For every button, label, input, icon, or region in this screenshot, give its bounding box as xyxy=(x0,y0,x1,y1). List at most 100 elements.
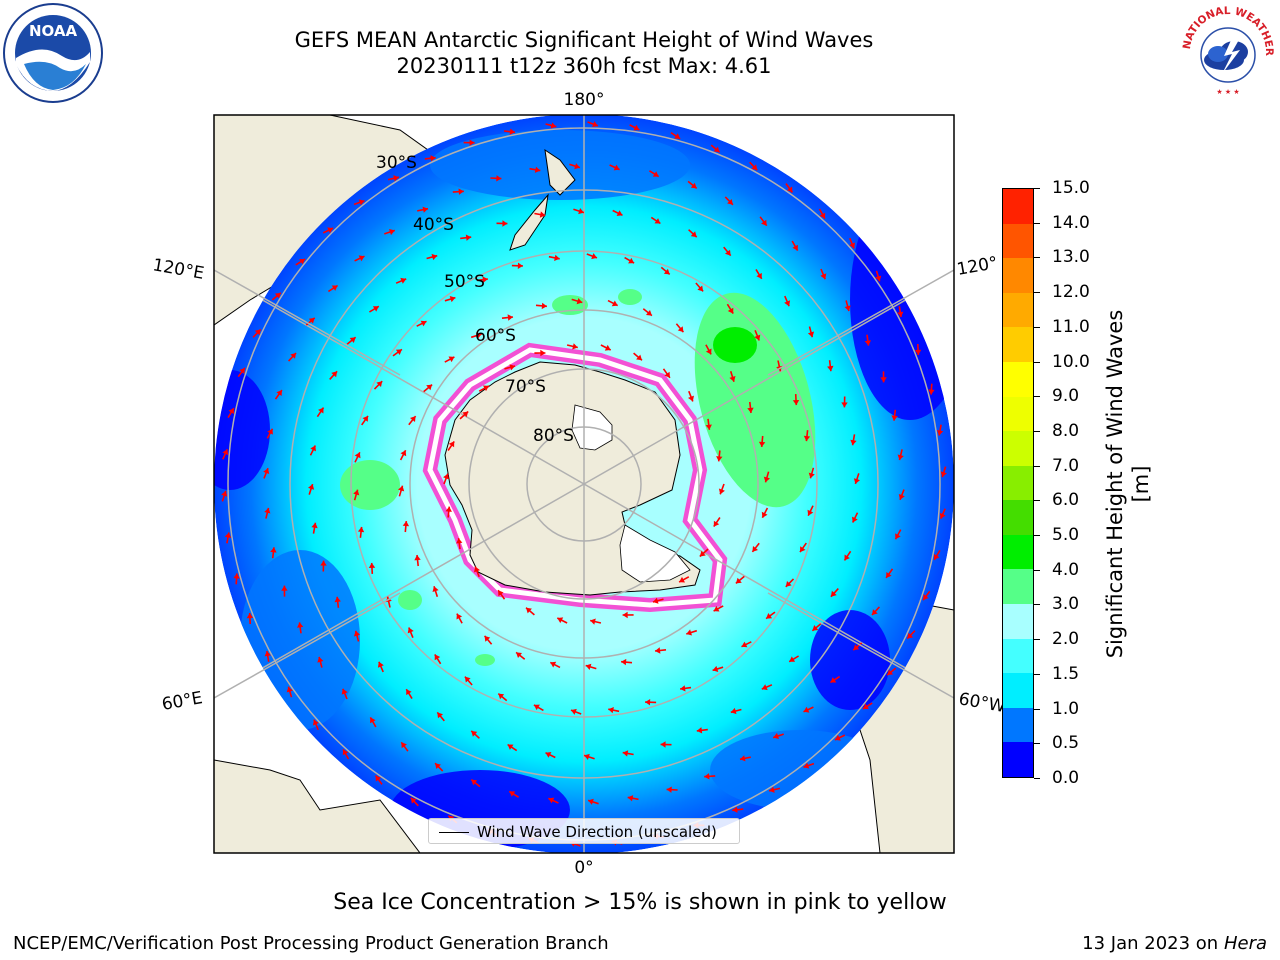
wave-direction-arrowhead xyxy=(754,334,761,341)
lon-label-upper-left: 120°E xyxy=(151,255,205,284)
wave-direction-arrowhead xyxy=(769,786,775,793)
wave-direction-arrowhead xyxy=(740,755,746,762)
wave-direction-arrowhead xyxy=(540,349,546,357)
wave-direction-arrowhead xyxy=(792,244,798,251)
lat-label-50s: 50°S xyxy=(444,272,485,292)
wave-direction-arrowhead xyxy=(389,229,395,236)
wave-direction-arrowhead xyxy=(541,302,547,310)
wave-direction-arrowhead xyxy=(819,212,826,219)
wave-direction-arrowhead xyxy=(803,762,810,769)
colorbar-segment xyxy=(1003,603,1033,639)
wave-direction-arrowhead xyxy=(827,365,834,372)
wave-direction-arrowhead xyxy=(735,577,742,584)
lat-label-30s: 30°S xyxy=(376,153,417,173)
wave-direction-arrowhead xyxy=(725,249,731,256)
wave-direction-arrowhead xyxy=(353,489,360,496)
lat-label-80s: 80°S xyxy=(533,426,574,446)
wave-direction-arrowhead xyxy=(456,538,463,544)
machine-name: Hera xyxy=(1223,933,1267,954)
wave-direction-arrowhead xyxy=(432,586,439,592)
wave-direction-arrowhead xyxy=(751,164,758,171)
wave-direction-arrowhead xyxy=(891,415,898,421)
wave-direction-arrowhead xyxy=(761,511,768,518)
colorbar-segment xyxy=(1003,534,1033,570)
wave-direction-arrowhead xyxy=(604,344,611,351)
wave-direction-arrowhead xyxy=(449,296,456,303)
wave-direction-arrowhead xyxy=(666,786,672,793)
wave-direction-arrowhead xyxy=(704,773,710,780)
wave-direction-arrowhead xyxy=(401,742,407,749)
wave-direction-arrowhead xyxy=(679,576,685,583)
wave-direction-arrowhead xyxy=(308,317,315,324)
longitude-labels: 180° 0° 120°E 120° 60°E 60°W xyxy=(151,90,1007,878)
wave-direction-arrowhead xyxy=(270,547,277,553)
wave-direction-arrowhead xyxy=(712,665,719,672)
wave-direction-arrowhead xyxy=(410,416,416,422)
wave-direction-arrowhead xyxy=(875,275,882,282)
wave-direction-arrowhead xyxy=(393,175,399,182)
wave-direction-arrowhead xyxy=(362,415,368,422)
wave-direction-arrowhead xyxy=(872,609,878,615)
wave-direction-arrowhead xyxy=(864,340,871,346)
svg-text:NOAA: NOAA xyxy=(29,22,78,40)
wave-direction-arrowhead xyxy=(372,306,379,312)
wave-direction-arrowhead xyxy=(784,300,791,307)
wave-direction-arrowhead xyxy=(274,292,281,299)
latitude-labels: 30°S 40°S 50°S 60°S 70°S 80°S xyxy=(376,153,574,446)
wave-direction-arrowhead xyxy=(677,326,684,333)
colorbar-tick-label: 13.0 xyxy=(1034,247,1090,267)
wave-direction-arrowhead xyxy=(936,430,944,436)
wave-direction-arrowhead xyxy=(402,521,410,527)
wave-direction-arrowhead xyxy=(940,471,947,478)
wave-direction-arrowhead xyxy=(730,707,737,715)
wave-direction-arrowhead xyxy=(786,186,793,193)
wave-direction-arrowhead xyxy=(443,473,450,480)
wave-direction-arrowhead xyxy=(358,199,365,206)
wave-direction-arrowhead xyxy=(761,684,768,691)
lon-label-lower-right: 60°W xyxy=(957,689,1007,717)
wave-direction-arrowhead xyxy=(727,307,734,314)
wave-direction-arrowhead xyxy=(368,562,376,568)
wave-direction-arrowhead xyxy=(732,806,738,813)
colorbar-segment xyxy=(1003,326,1033,362)
wave-direction-arrowhead xyxy=(585,663,592,670)
colorbar-segment xyxy=(1003,638,1033,674)
wave-direction-arrowhead xyxy=(688,395,694,402)
wave-direction-arrowhead xyxy=(803,435,811,442)
colorbar-tick-label: 0.5 xyxy=(1034,733,1079,753)
colorbar-segment xyxy=(1003,499,1033,535)
wave-direction-arrowhead xyxy=(895,533,901,540)
wind-wave-arrows xyxy=(221,121,947,847)
wave-direction-arrowhead xyxy=(507,314,513,321)
colorbar-tick-label: 4.0 xyxy=(1034,560,1079,580)
colorbar-tick-label: 6.0 xyxy=(1034,490,1079,510)
wave-direction-arrowhead xyxy=(557,617,564,624)
wave-direction-arrowhead xyxy=(622,611,628,619)
wave-direction-arrowhead xyxy=(792,400,800,406)
colorbar-tick-label: 14.0 xyxy=(1034,213,1090,233)
wave-direction-arrowhead xyxy=(353,630,361,637)
colorbar-tick-label: 11.0 xyxy=(1034,317,1090,337)
wave-direction-arrowhead xyxy=(578,208,584,215)
colorbar-segment xyxy=(1003,361,1033,397)
wave-direction-arrowhead xyxy=(803,706,810,713)
wave-direction-arrowhead xyxy=(705,348,712,355)
wave-direction-arrowhead xyxy=(680,685,686,692)
wave-direction-arrowhead xyxy=(465,234,472,241)
wave-direction-arrowhead xyxy=(290,353,296,359)
chart-title: GEFS MEAN Antarctic Significant Height o… xyxy=(294,28,874,52)
wave-direction-arrowhead xyxy=(308,484,315,490)
wave-direction-arrowhead xyxy=(686,629,692,636)
wave-direction-arrowhead xyxy=(464,676,471,683)
wave-direction-arrowhead xyxy=(375,775,382,782)
wave-direction-arrowhead xyxy=(410,797,417,804)
lon-label-lower-left: 60°E xyxy=(160,688,204,715)
wave-direction-arrowhead xyxy=(370,717,376,724)
wave-direction-arrowhead xyxy=(887,669,894,676)
wave-direction-arrowhead xyxy=(652,171,659,177)
wave-direction-arrowhead xyxy=(376,381,383,387)
wave-direction-arrowhead xyxy=(349,337,356,343)
wave-direction-arrowhead xyxy=(318,407,324,414)
wave-direction-arrowhead xyxy=(588,798,594,805)
colorbar-tick-label: 9.0 xyxy=(1034,386,1079,406)
